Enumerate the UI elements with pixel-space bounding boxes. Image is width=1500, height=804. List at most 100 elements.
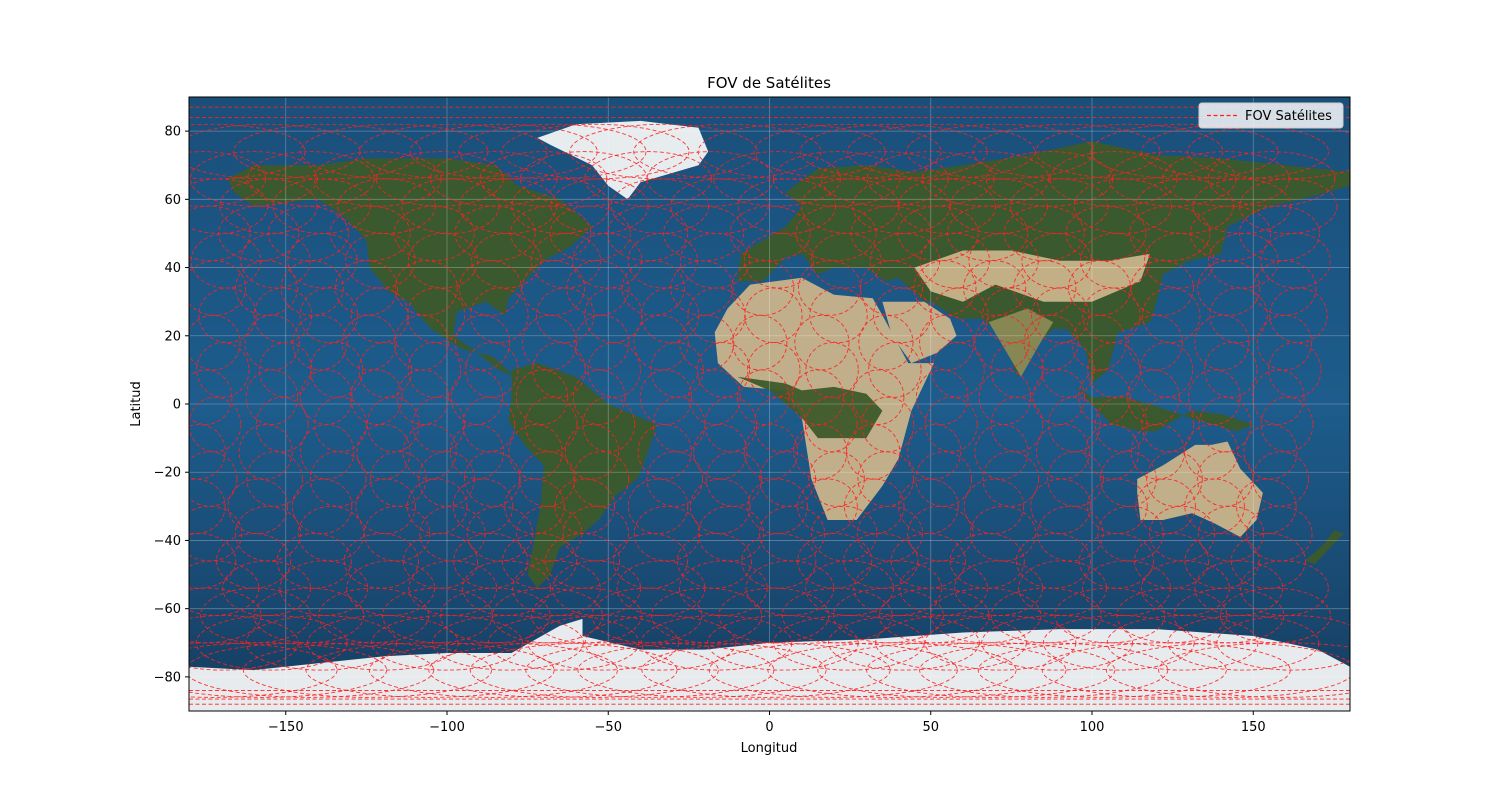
fov-footprint	[906, 123, 1095, 180]
fov-footprint	[524, 396, 578, 453]
fov-footprint	[470, 287, 529, 344]
fov-footprint	[1085, 424, 1140, 480]
fov-footprint	[930, 587, 1042, 644]
fov-footprint	[1194, 314, 1250, 371]
fov-footprint	[297, 505, 365, 562]
fov-footprint	[627, 478, 689, 535]
fov-footprint	[747, 342, 801, 398]
australia-land	[1137, 441, 1263, 537]
fov-footprint	[1184, 424, 1239, 480]
fov-footprint	[591, 587, 703, 644]
fov-footprint	[501, 123, 690, 180]
fov-footprint	[569, 123, 758, 180]
fov-footprint	[244, 314, 300, 371]
fov-footprint	[564, 424, 620, 480]
fov-footprint	[853, 560, 943, 616]
fov-footprint	[531, 587, 643, 644]
fov-footprint	[639, 369, 693, 425]
fov-footprint	[1030, 478, 1091, 535]
fov-footprint	[300, 369, 353, 425]
plot-area	[189, 97, 1350, 711]
fov-footprint	[504, 478, 565, 535]
fov-footprint	[458, 260, 522, 316]
fov-footprint	[797, 533, 873, 589]
fov-footprint	[521, 260, 585, 316]
fov-footprint	[1047, 451, 1104, 507]
fov-footprint	[1256, 314, 1312, 371]
fov-footprint	[990, 342, 1044, 398]
fov-footprint	[1054, 587, 1166, 644]
fov-footprint	[189, 478, 226, 535]
fov-footprint	[1194, 560, 1284, 616]
fov-footprint	[809, 287, 868, 344]
fov-footprint	[907, 505, 974, 562]
x-tick-label: 0	[765, 720, 773, 735]
fov-footprint	[846, 424, 901, 480]
y-tick-label: 60	[164, 193, 181, 208]
fov-footprint	[394, 260, 458, 316]
fov-footprint	[1032, 369, 1086, 425]
fov-footprint	[412, 396, 466, 453]
fov-footprint	[1192, 178, 1291, 234]
chart-title-text: FOV de Satélites	[707, 74, 831, 92]
y-tick-label: −20	[154, 466, 181, 481]
fov-footprint	[907, 424, 962, 480]
fov-footprint	[811, 232, 882, 289]
fov-footprint	[309, 342, 364, 398]
fov-footprint	[794, 314, 850, 371]
fov-footprint	[1158, 642, 1350, 698]
x-axis-label: Longitud	[741, 741, 798, 756]
fov-footprint	[291, 478, 353, 535]
fov-footprint	[189, 369, 233, 425]
fov-footprint	[458, 123, 647, 180]
fov-footprint	[1071, 314, 1127, 371]
india-land	[988, 308, 1054, 377]
fov-footprint	[307, 615, 459, 671]
fov-footprint	[227, 478, 289, 535]
fov-footprint	[355, 478, 416, 535]
fov-footprint	[915, 451, 972, 507]
fov-footprint	[1141, 560, 1230, 616]
fov-footprint	[428, 642, 678, 698]
fov-footprint	[982, 287, 1041, 344]
fov-footprint	[704, 396, 758, 453]
fov-footprint	[1246, 505, 1313, 562]
fov-footprint	[974, 424, 1029, 480]
legend-box	[1198, 102, 1344, 129]
fov-footprint	[924, 396, 978, 453]
fov-footprint	[574, 314, 630, 371]
fov-footprint	[731, 260, 795, 316]
fov-footprint	[1148, 505, 1216, 562]
fov-footprint	[1188, 369, 1241, 425]
fov-footprint	[1142, 287, 1201, 344]
fov-footprint	[356, 424, 411, 480]
fov-footprint	[641, 642, 891, 698]
fov-footprint	[245, 369, 299, 425]
x-tick-label: 150	[1241, 720, 1266, 735]
fov-footprint	[189, 451, 238, 507]
fov-footprint	[454, 314, 511, 371]
fov-footprint	[334, 260, 398, 316]
y-axis: −80 −60 −40 −20 0 20 40 60 80	[154, 125, 189, 685]
fov-footprint	[1189, 205, 1272, 262]
fov-footprint	[235, 260, 299, 316]
fov-footprint	[1042, 615, 1195, 671]
fov-footprint	[963, 478, 1025, 535]
fov-footprint	[1252, 451, 1309, 507]
fov-footprint	[189, 396, 242, 453]
fov-footprint	[1207, 151, 1336, 207]
fov-footprint	[453, 533, 529, 589]
x-tick-label: 100	[1080, 720, 1105, 735]
fov-footprint	[318, 587, 430, 644]
x-tick-label: −50	[595, 720, 622, 735]
fov-footprints	[189, 106, 1350, 705]
fov-footprint	[464, 451, 521, 507]
fov-footprint	[808, 451, 865, 507]
fov-footprint	[577, 642, 827, 698]
fov-footprint	[805, 342, 859, 398]
fov-footprint	[587, 342, 641, 398]
fov-footprint	[572, 369, 626, 425]
fov-footprint	[515, 369, 569, 425]
fov-footprint	[868, 342, 922, 398]
fov-footprint	[1260, 396, 1314, 453]
